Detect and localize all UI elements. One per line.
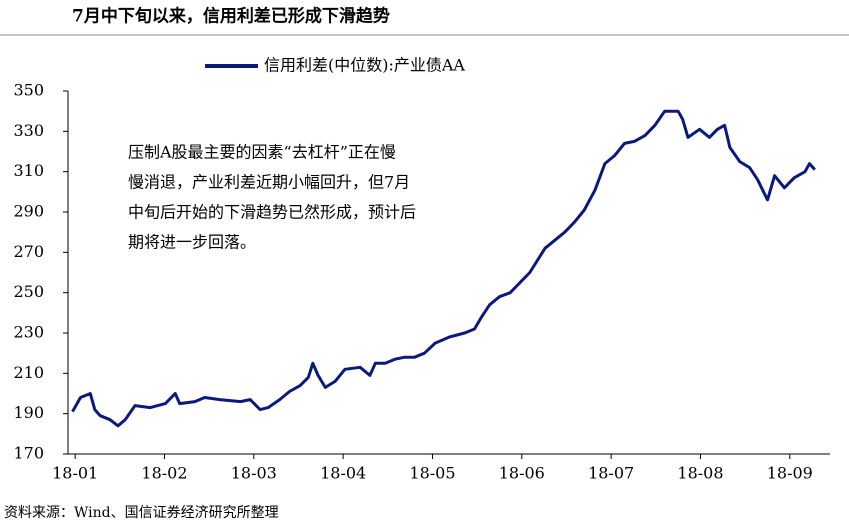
- y-tick-label: 210: [13, 363, 44, 382]
- y-tick-label: 350: [13, 81, 44, 100]
- x-tick-label: 18-08: [677, 464, 723, 483]
- x-tick-label: 18-09: [767, 464, 813, 483]
- chart-title: 7月中下旬以来，信用利差已形成下滑趋势: [72, 6, 390, 27]
- annotation: 慢消退，产业利差近期小幅回升，但7月: [128, 173, 410, 192]
- x-tick-label: 18-01: [52, 464, 98, 483]
- legend-label: 信用利差(中位数):产业债AA: [264, 56, 465, 75]
- annotation: 期将进一步回落。: [128, 233, 256, 252]
- y-tick-label: 310: [13, 161, 44, 180]
- x-tick-label: 18-07: [588, 464, 634, 483]
- y-tick-label: 250: [13, 282, 44, 301]
- source: 资料来源：Wind、国信证券经济研究所整理: [4, 505, 279, 521]
- y-tick-label: 190: [13, 403, 44, 422]
- x-tick-label: 18-04: [320, 464, 366, 483]
- annotation: 中旬后开始的下滑趋势已然形成，预计后: [128, 203, 416, 222]
- x-tick-label: 18-02: [141, 464, 187, 483]
- y-tick-label: 330: [13, 121, 44, 140]
- y-tick-label: 170: [13, 444, 44, 463]
- x-tick-label: 18-03: [231, 464, 277, 483]
- x-tick-label: 18-06: [499, 464, 545, 483]
- annotation: 压制A股最主要的因素“去杠杆”正在慢: [128, 143, 396, 162]
- y-tick-label: 230: [13, 323, 44, 342]
- x-tick-label: 18-05: [409, 464, 455, 483]
- line: [71, 109, 816, 428]
- y-tick-label: 270: [13, 242, 44, 261]
- y-tick-label: 290: [13, 202, 44, 221]
